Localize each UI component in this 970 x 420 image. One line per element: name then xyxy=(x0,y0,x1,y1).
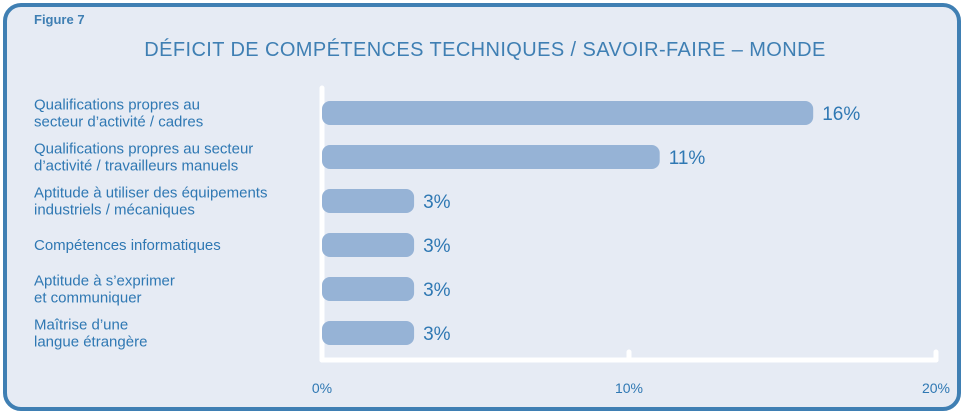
bar-series: 16% 11% 3% 3% 3% 3% xyxy=(322,101,860,345)
bar xyxy=(322,321,415,345)
bar-value-label: 16% xyxy=(822,104,860,125)
bar-value-label: 3% xyxy=(423,192,451,213)
category-labels: Qualifications propres au secteur d’activ… xyxy=(34,97,267,351)
chart-axes: 0% 10% 20% xyxy=(312,85,950,396)
x-tick-label: 0% xyxy=(312,380,332,396)
category-label: Aptitude à utiliser des équipements indus… xyxy=(34,185,267,219)
bar xyxy=(322,101,814,125)
bar-value-label: 3% xyxy=(423,236,451,257)
chart-title: DÉFICIT DE COMPÉTENCES TECHNIQUES / SAVO… xyxy=(144,39,826,61)
category-label: Qualifications propres au secteur d’activ… xyxy=(34,97,203,131)
category-label: Compétences informatiques xyxy=(34,237,221,254)
figure-label: Figure 7 xyxy=(34,12,85,27)
bar xyxy=(322,189,415,213)
category-label: Maîtrise d’une langue étrangère xyxy=(34,317,147,351)
bar xyxy=(322,145,660,169)
bar xyxy=(322,277,415,301)
x-tick-label: 10% xyxy=(615,380,643,396)
bar-value-label: 3% xyxy=(423,280,451,301)
category-label: Qualifications propres au secteur d’activ… xyxy=(34,141,253,175)
bar-value-label: 11% xyxy=(669,148,706,169)
x-tick-label: 20% xyxy=(922,380,950,396)
category-label: Aptitude à s’exprimer et communiquer xyxy=(34,273,175,307)
bar xyxy=(322,233,415,257)
bar-value-label: 3% xyxy=(423,324,451,345)
figure-frame xyxy=(3,3,961,411)
